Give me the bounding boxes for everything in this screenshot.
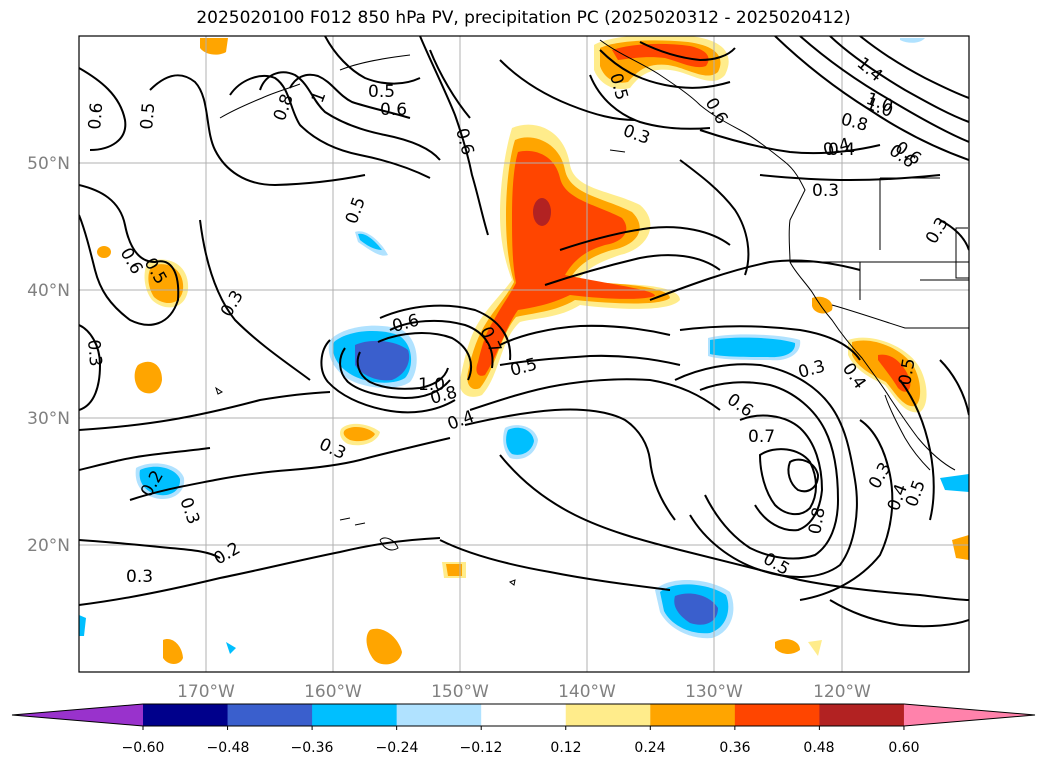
colorbar-tick-label: −0.48 xyxy=(207,740,250,756)
lon-label: 150°W xyxy=(431,682,489,702)
lon-labels: 170°W 160°W 150°W 140°W 130°W 120°W xyxy=(177,682,871,702)
colorbar-tick-labels: −0.60 −0.48 −0.36 −0.24 −0.12 0.12 0.24 … xyxy=(122,740,920,756)
gridlines xyxy=(79,36,969,672)
colorbar-swatch xyxy=(650,704,736,726)
pv-contours xyxy=(79,36,969,628)
colorbar-tick-label: 0.12 xyxy=(550,740,581,756)
map-title: 2025020100 F012 850 hPa PV, precipitatio… xyxy=(196,8,851,28)
colorbar-tick-label: 0.36 xyxy=(719,740,750,756)
colorbar-swatch xyxy=(565,704,651,726)
lon-label: 140°W xyxy=(558,682,616,702)
lat-label: 40°N xyxy=(27,281,70,301)
colorbar-swatch xyxy=(143,704,229,726)
contour-label: 0.5 xyxy=(368,82,395,102)
lon-label: 120°W xyxy=(813,682,871,702)
lat-labels: 50°N 40°N 30°N 20°N xyxy=(27,154,70,556)
colorbar-swatch xyxy=(312,704,398,726)
lat-label: 20°N xyxy=(27,536,70,556)
lon-label: 170°W xyxy=(177,682,235,702)
colorbar-swatch xyxy=(481,704,567,726)
colorbar-swatch xyxy=(396,704,482,726)
contour-label: 0.5 xyxy=(137,102,159,131)
colorbar-swatch xyxy=(819,704,905,726)
contour-label: 0.5 xyxy=(895,357,919,387)
contour-label: 0.6 xyxy=(380,100,407,120)
contour-label: 0.3 xyxy=(83,339,105,368)
colorbar xyxy=(11,703,1036,730)
contour-label: 0.4 xyxy=(828,140,855,160)
precip-negative-shading xyxy=(79,38,969,654)
lon-label: 130°W xyxy=(685,682,743,702)
colorbar-tick-label: −0.60 xyxy=(122,740,165,756)
contour-label: 0.6 xyxy=(85,102,107,131)
colorbar-swatch xyxy=(227,704,313,726)
map-frame xyxy=(78,35,970,673)
colorbar-extend-min xyxy=(12,704,143,726)
colorbar-tick-label: 0.60 xyxy=(888,740,919,756)
contour-label: 0.8 xyxy=(805,506,829,536)
lat-label: 30°N xyxy=(27,409,70,429)
contour-label: 0.7 xyxy=(748,427,775,447)
contour-label: 0.3 xyxy=(812,181,839,201)
contour-label: 0.3 xyxy=(126,567,153,587)
lat-label: 50°N xyxy=(27,154,70,174)
colorbar-tick-label: 0.48 xyxy=(803,740,834,756)
colorbar-tick-label: 0.24 xyxy=(634,740,665,756)
colorbar-tick-label: −0.24 xyxy=(376,740,419,756)
lon-label: 160°W xyxy=(304,682,362,702)
colorbar-tick-label: −0.36 xyxy=(291,740,334,756)
colorbar-tick-label: −0.12 xyxy=(460,740,503,756)
colorbar-extend-max xyxy=(903,704,1035,726)
contour-label: 1.0 xyxy=(418,375,445,395)
colorbar-swatch xyxy=(734,704,820,726)
